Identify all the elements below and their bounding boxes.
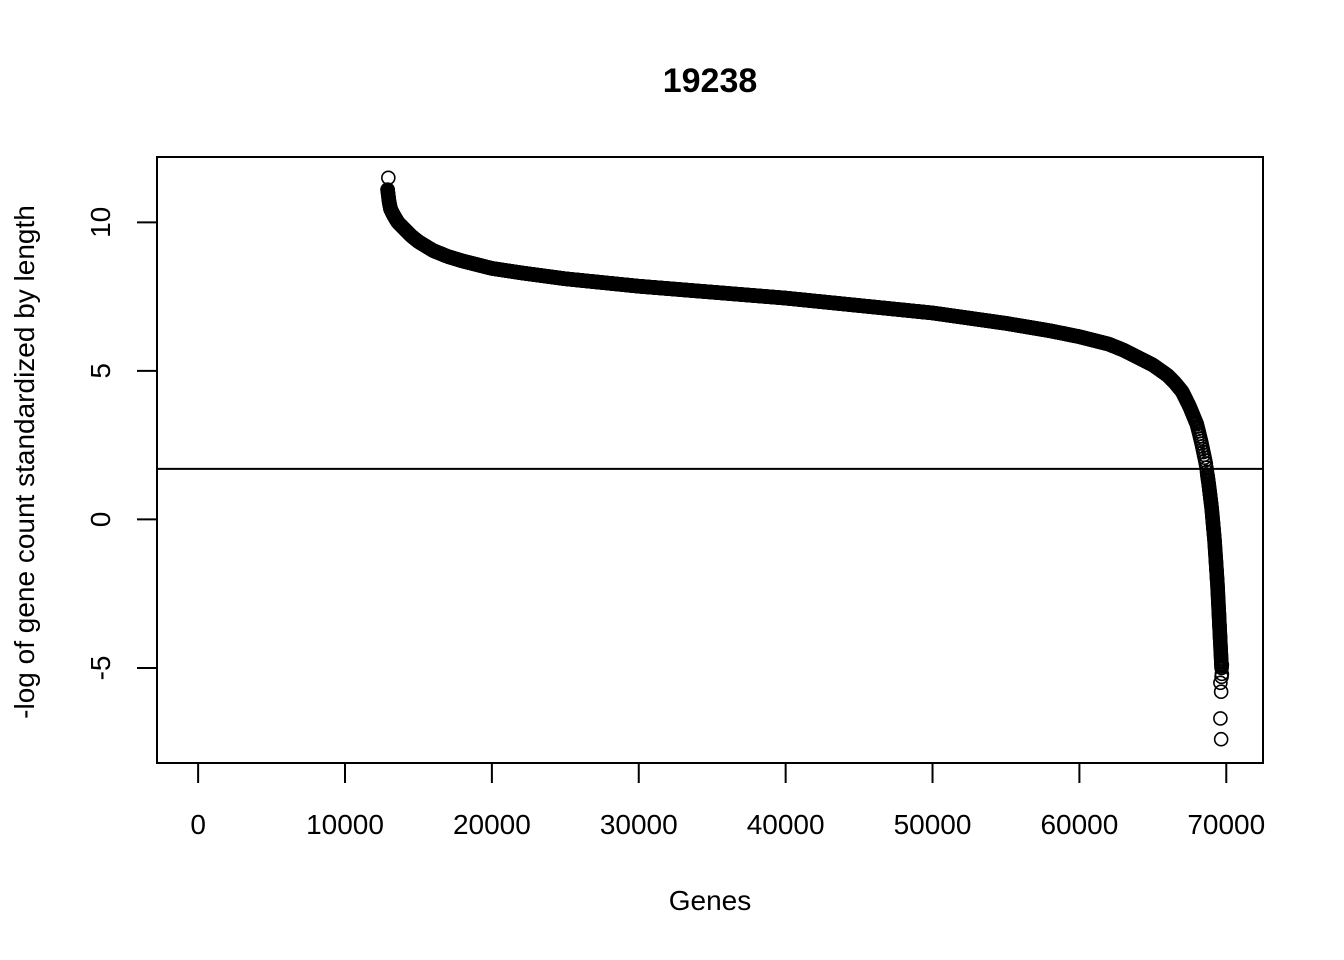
x-tick-label: 30000 — [600, 809, 678, 840]
x-tick-label: 0 — [190, 809, 206, 840]
x-tick-label: 10000 — [306, 809, 384, 840]
x-axis: 0 10000 20000 30000 40000 50000 60000 70000 — [190, 762, 1265, 840]
y-tick-label: 5 — [85, 363, 116, 379]
data-point — [1214, 669, 1229, 685]
y-tick-label: 0 — [85, 512, 116, 528]
plot-frame — [156, 156, 1264, 764]
x-tick-label: 50000 — [894, 809, 972, 840]
data-point — [1213, 711, 1228, 726]
y-axis-label: -log of gene count standardized by lengt… — [9, 205, 40, 719]
x-tick-label: 60000 — [1040, 809, 1118, 840]
chart-title: 19238 — [663, 62, 758, 100]
y-tick-label: 10 — [85, 207, 116, 238]
data-point — [1214, 657, 1230, 673]
x-tick-label: 20000 — [453, 809, 531, 840]
y-tick-label: -5 — [85, 655, 116, 680]
data-point — [1213, 731, 1229, 747]
x-axis-label: Genes — [669, 885, 752, 916]
data-point — [1213, 684, 1229, 700]
data-point — [381, 170, 396, 186]
data-point — [390, 214, 405, 230]
y-axis: -5 0 5 10 — [85, 207, 158, 680]
x-tick-label: 70000 — [1187, 809, 1265, 840]
data-points — [380, 170, 1230, 747]
x-tick-label: 40000 — [747, 809, 825, 840]
data-point — [1213, 675, 1228, 691]
